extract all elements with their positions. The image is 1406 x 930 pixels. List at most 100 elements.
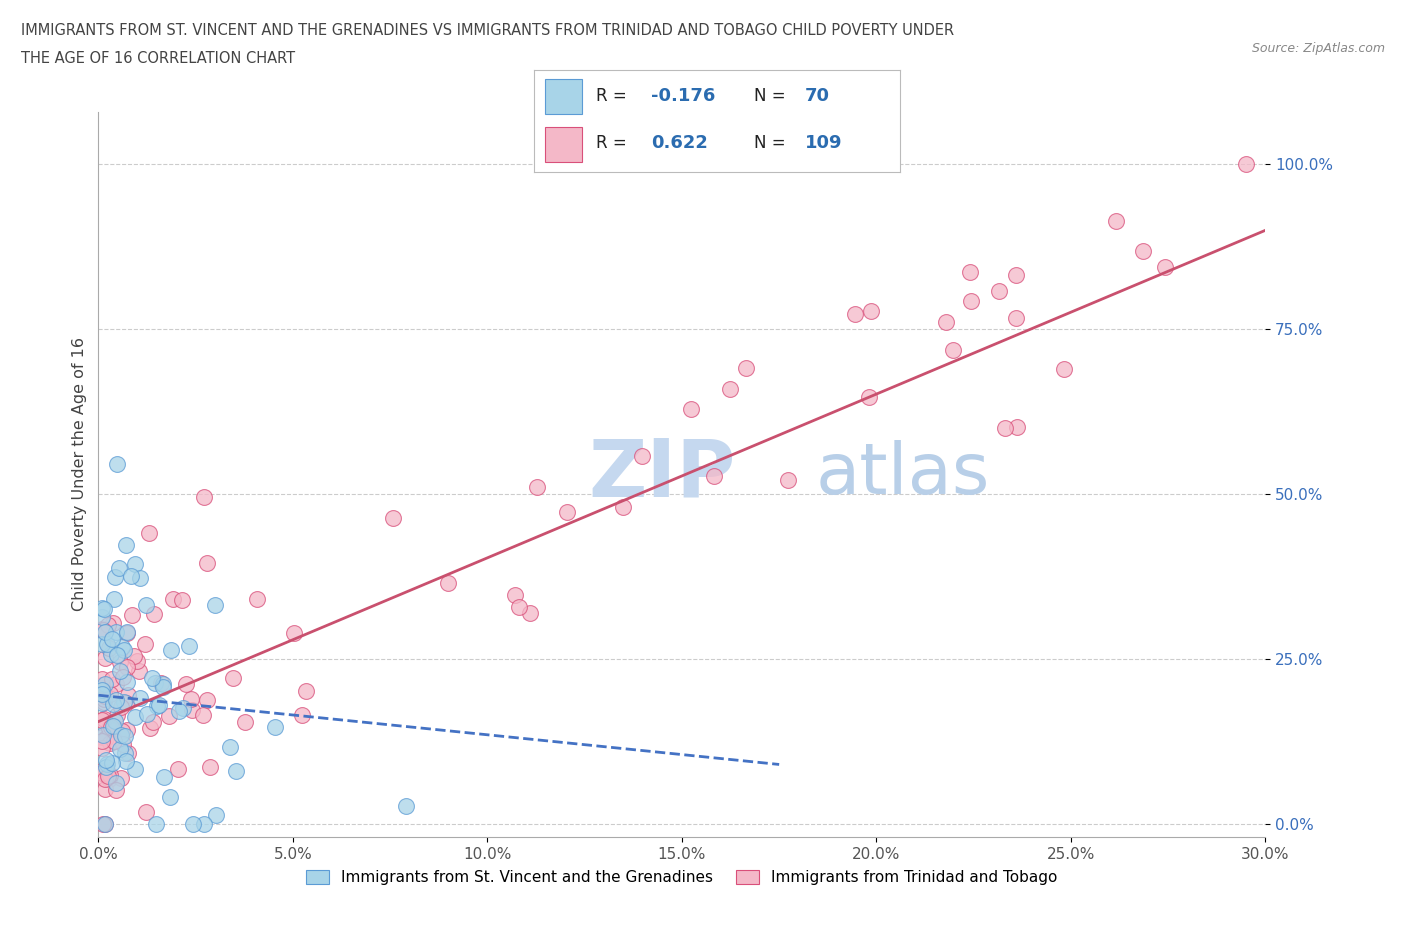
- Point: [101, 756, 124, 771]
- Point: [115, 659, 138, 674]
- Point: [935, 314, 957, 329]
- Point: [93, 602, 115, 617]
- Point: [152, 679, 174, 694]
- Point: [105, 677, 128, 692]
- Point: [120, 568, 142, 583]
- Point: [138, 525, 160, 540]
- Point: [91, 637, 114, 652]
- Point: [124, 556, 146, 571]
- Point: [1234, 157, 1257, 172]
- Point: [115, 674, 138, 689]
- Point: [960, 294, 983, 309]
- Point: [91, 696, 114, 711]
- Point: [152, 677, 174, 692]
- Point: [94, 760, 117, 775]
- Point: [246, 591, 269, 606]
- Point: [94, 817, 117, 831]
- Point: [295, 684, 318, 698]
- Point: [91, 686, 114, 701]
- Point: [94, 625, 117, 640]
- Point: [146, 698, 169, 713]
- Text: R =: R =: [596, 86, 633, 105]
- Y-axis label: Child Poverty Under the Age of 16: Child Poverty Under the Age of 16: [72, 338, 87, 611]
- Point: [105, 782, 128, 797]
- Point: [631, 448, 654, 463]
- Point: [108, 664, 131, 679]
- Point: [91, 677, 114, 692]
- Point: [91, 734, 114, 749]
- Point: [93, 711, 115, 726]
- Point: [91, 741, 114, 756]
- Point: [101, 697, 124, 711]
- Point: [734, 360, 756, 375]
- Point: [94, 651, 117, 666]
- Point: [101, 722, 124, 737]
- Point: [204, 597, 226, 612]
- Point: [97, 641, 120, 656]
- Point: [98, 721, 121, 736]
- Point: [283, 625, 305, 640]
- Point: [91, 601, 114, 616]
- Text: ZIP: ZIP: [589, 435, 735, 513]
- Text: Source: ZipAtlas.com: Source: ZipAtlas.com: [1251, 42, 1385, 55]
- Point: [112, 643, 135, 658]
- Point: [718, 382, 741, 397]
- Point: [111, 640, 134, 655]
- Point: [125, 654, 148, 669]
- Point: [124, 648, 146, 663]
- Point: [193, 817, 215, 831]
- Point: [91, 764, 114, 778]
- Point: [844, 306, 866, 321]
- Point: [124, 762, 146, 777]
- Point: [519, 605, 541, 620]
- Point: [98, 767, 121, 782]
- Point: [139, 720, 162, 735]
- Point: [91, 622, 114, 637]
- Point: [508, 600, 530, 615]
- Point: [105, 776, 128, 790]
- Point: [112, 737, 135, 751]
- Point: [142, 714, 165, 729]
- Point: [110, 770, 132, 785]
- Point: [114, 728, 136, 743]
- Point: [225, 764, 247, 779]
- Point: [91, 681, 114, 696]
- Point: [94, 782, 117, 797]
- Point: [104, 625, 127, 640]
- Point: [115, 723, 138, 737]
- Point: [172, 700, 194, 715]
- Point: [115, 624, 138, 639]
- Point: [157, 709, 180, 724]
- Point: [98, 772, 121, 787]
- Point: [181, 817, 204, 831]
- Point: [942, 342, 965, 357]
- Point: [555, 504, 578, 519]
- Point: [103, 569, 125, 584]
- Point: [159, 643, 181, 658]
- Point: [145, 675, 167, 690]
- Point: [91, 622, 114, 637]
- Text: R =: R =: [596, 134, 633, 152]
- Point: [94, 730, 117, 745]
- Point: [128, 664, 150, 679]
- Point: [114, 753, 136, 768]
- Point: [612, 500, 634, 515]
- Point: [143, 606, 166, 621]
- Point: [108, 741, 131, 756]
- Point: [117, 687, 139, 702]
- Point: [959, 264, 981, 279]
- Point: [195, 555, 218, 570]
- Point: [93, 689, 115, 704]
- Point: [988, 284, 1011, 299]
- Text: THE AGE OF 16 CORRELATION CHART: THE AGE OF 16 CORRELATION CHART: [21, 51, 295, 66]
- Point: [110, 699, 132, 714]
- Point: [114, 745, 136, 760]
- Point: [96, 636, 118, 651]
- Text: atlas: atlas: [815, 440, 990, 509]
- Point: [93, 691, 115, 706]
- Point: [101, 671, 124, 686]
- Point: [135, 804, 157, 819]
- Point: [97, 768, 120, 783]
- Point: [91, 713, 114, 728]
- Point: [1053, 362, 1076, 377]
